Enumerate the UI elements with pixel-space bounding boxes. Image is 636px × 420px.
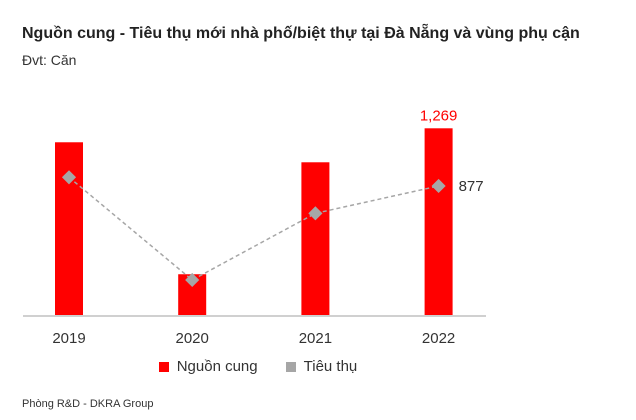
- source-footer: Phòng R&D - DKRA Group: [22, 398, 154, 410]
- line-tieu-thu: [68, 176, 439, 281]
- x-tick-label: 2021: [299, 330, 332, 347]
- marker-tieu-thu-2020: [185, 272, 200, 288]
- bar-nguon-cung-2021: [301, 162, 330, 315]
- chart-title: Nguồn cung - Tiêu thụ mới nhà phố/biệt t…: [22, 25, 580, 42]
- legend-swatch-tieu-thu: [285, 361, 296, 372]
- legend-item-tieu-thu: Tiêu thụ: [285, 358, 358, 375]
- x-tick-label: 2020: [176, 330, 209, 347]
- marker-tieu-thu-2021: [308, 206, 323, 221]
- unit-label: Đvt: Căn: [22, 52, 77, 68]
- legend-label: Nguồn cung: [176, 358, 258, 375]
- legend: Nguồn cung Tiêu thụ: [0, 358, 636, 375]
- data-label-tieu-thu: 877: [459, 178, 484, 195]
- legend-label: Tiêu thụ: [303, 358, 358, 375]
- bar-nguon-cung-2022: [424, 128, 453, 315]
- x-tick-label: 2022: [422, 330, 455, 347]
- marker-tieu-thu-2022: [431, 178, 446, 194]
- data-label-nguon-cung: 1,269: [420, 107, 458, 124]
- legend-item-nguon-cung: Nguồn cung: [158, 358, 258, 375]
- bar-nguon-cung-2019: [55, 142, 83, 315]
- legend-swatch-nguon-cung: [158, 361, 169, 372]
- x-tick-label: 2019: [52, 330, 85, 347]
